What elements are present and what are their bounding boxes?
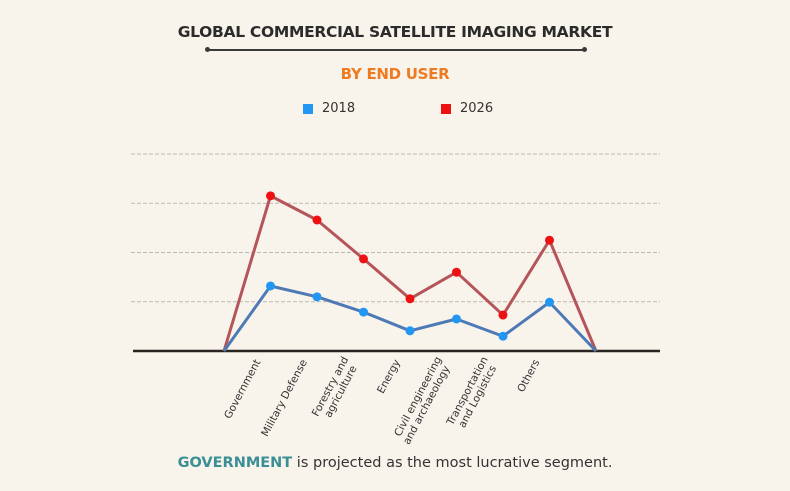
data-point-2018 <box>312 292 322 302</box>
title-divider <box>205 47 587 52</box>
x-tick-label: Forestry andagriculture <box>310 355 362 424</box>
chart-subtitle: BY END USER <box>340 65 450 83</box>
x-tick-label-line: Military Defense <box>259 358 310 439</box>
x-tick-label: Government <box>222 358 263 421</box>
legend-swatch-2026 <box>441 103 451 114</box>
data-point-2026 <box>359 254 368 264</box>
legend-label-2018: 2018 <box>322 101 356 116</box>
x-tick-label-line: Energy <box>375 358 403 396</box>
data-point-2026 <box>545 235 554 245</box>
x-tick-label-line: Others <box>515 358 542 395</box>
caption-text: is projected as the most lucrative segme… <box>292 455 613 471</box>
x-tick-label: Civil engineeringand archaeology <box>391 355 455 447</box>
data-point-2018 <box>452 314 461 324</box>
data-point-2018 <box>498 331 508 341</box>
data-point-2026 <box>266 191 275 201</box>
data-point-2018 <box>545 297 554 307</box>
caption-highlight: GOVERNMENT <box>177 455 293 471</box>
divider-dot-right <box>582 47 587 52</box>
data-point-2026 <box>405 294 415 304</box>
data-point-2026 <box>312 215 322 225</box>
legend-item-2026: 2026 <box>441 101 493 116</box>
x-tick-label-line: Government <box>222 358 263 421</box>
chart-caption: GOVERNMENT is projected as the most lucr… <box>0 455 790 471</box>
divider-dot-left <box>205 47 210 52</box>
x-tick-label: Others <box>515 358 542 395</box>
data-point-2018 <box>405 326 415 336</box>
legend-swatch-2018 <box>303 103 313 114</box>
x-tick-label: Military Defense <box>259 358 310 439</box>
x-tick-label: Transportationand Logistics <box>444 355 501 434</box>
data-point-2026 <box>452 267 461 277</box>
x-tick-label: Energy <box>375 358 403 396</box>
chart-title: GLOBAL COMMERCIAL SATELLITE IMAGING MARK… <box>177 23 613 41</box>
data-point-2018 <box>266 281 275 291</box>
data-point-2026 <box>498 310 508 320</box>
legend-item-2018: 2018 <box>303 101 355 116</box>
legend-label-2026: 2026 <box>460 101 494 116</box>
data-point-2018 <box>359 307 368 317</box>
